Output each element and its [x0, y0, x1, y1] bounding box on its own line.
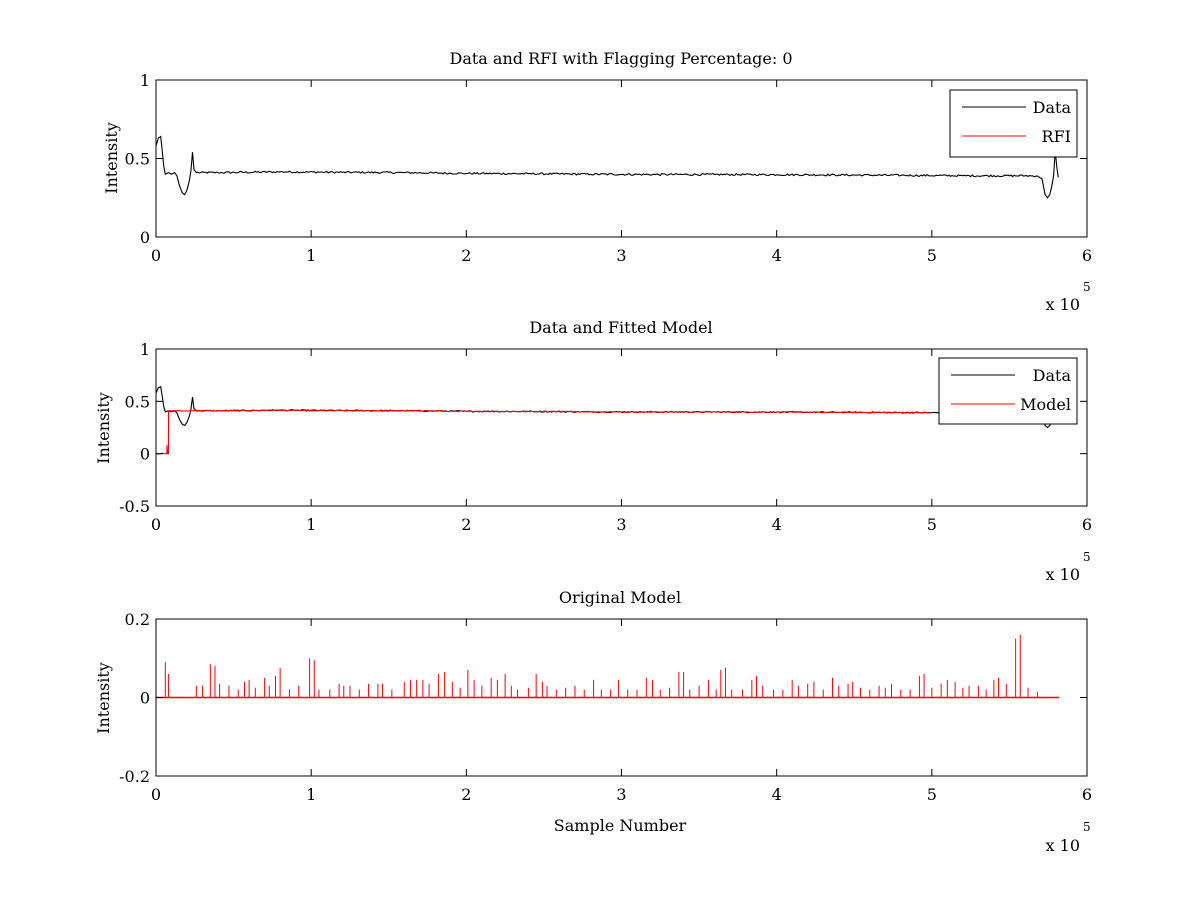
subplot-1: Data and RFI with Flagging Percentage: 0…	[102, 49, 1092, 314]
subplot-1-xtick-label: 3	[616, 246, 626, 265]
subplot-3-ytick-label: 0.2	[125, 610, 150, 629]
subplot-2-model-series	[156, 409, 932, 455]
subplot-2-ylabel: Intensity	[94, 392, 113, 464]
subplot-3-xtick-label: 1	[306, 785, 316, 804]
subplot-1-ytick-label: 0	[140, 228, 150, 247]
subplot-3-ytick-label: 0	[140, 689, 150, 708]
subplot-2: Data and Fitted Model Intensity x 10 5 0…	[94, 318, 1092, 584]
subplot-3-xtick-label: 6	[1082, 785, 1092, 804]
subplot-2-xtick-label: 5	[927, 515, 937, 534]
subplot-1-legend: Data RFI	[949, 89, 1078, 158]
subplot-2-legend-box	[938, 357, 1078, 425]
subplot-2-title: Data and Fitted Model	[529, 318, 712, 337]
subplot-1-xtick-label: 0	[151, 246, 161, 265]
subplot-2-legend-label-model: Model	[1020, 395, 1071, 414]
subplot-3-ytick-label: -0.2	[119, 767, 150, 786]
subplot-2-ytick-label: 1	[140, 340, 150, 359]
subplot-2-xtick-label: 4	[772, 515, 782, 534]
subplot-3-ylabel: Intensity	[94, 662, 113, 734]
subplot-1-title: Data and RFI with Flagging Percentage: 0	[449, 49, 792, 68]
subplot-2-legend-label-data: Data	[1033, 366, 1072, 385]
subplot-3-xtick-label: 3	[616, 785, 626, 804]
subplot-1-legend-box	[949, 89, 1078, 158]
subplot-1-legend-label-data: Data	[1033, 98, 1072, 117]
subplot-1-data-series	[156, 135, 1059, 199]
subplot-2-xtick-label: 6	[1082, 515, 1092, 534]
subplot-2-ytick-label: 0	[140, 445, 150, 464]
subplot-3-xtick-label: 0	[151, 785, 161, 804]
subplot-3-xmultiplier-base: x 10	[1046, 836, 1080, 855]
subplot-3-spike-series	[156, 634, 1060, 699]
subplot-3-xtick-label: 2	[461, 785, 471, 804]
subplot-3-xtick-label: 5	[927, 785, 937, 804]
subplot-3: Original Model Intensity Sample Number x…	[94, 588, 1092, 855]
subplot-2-xtick-label: 1	[306, 515, 316, 534]
subplot-1-ytick-label: 1	[140, 71, 150, 90]
subplot-2-plot-area	[156, 385, 1059, 455]
subplot-1-xtick-label: 1	[306, 246, 316, 265]
subplot-3-plot-area	[156, 634, 1060, 699]
subplot-2-ytick-label: 0.5	[125, 392, 150, 411]
subplot-1-ytick-label: 0.5	[125, 150, 150, 169]
subplot-1-xtick-label: 2	[461, 246, 471, 265]
subplot-2-xmultiplier-exponent: 5	[1083, 550, 1091, 564]
subplot-1-plot-area	[156, 135, 1059, 199]
subplot-2-ytick-label: -0.5	[119, 497, 150, 516]
subplot-1-xmultiplier-base: x 10	[1046, 295, 1080, 314]
subplot-1-xtick-label: 6	[1082, 246, 1092, 265]
subplot-3-xmultiplier-exponent: 5	[1083, 820, 1091, 834]
subplot-2-xtick-label: 3	[616, 515, 626, 534]
subplot-1-xtick-label: 4	[772, 246, 782, 265]
subplot-2-xmultiplier-base: x 10	[1046, 565, 1080, 584]
subplot-2-xtick-label: 2	[461, 515, 471, 534]
subplot-3-xlabel: Sample Number	[554, 816, 687, 835]
subplot-1-legend-label-rfi: RFI	[1042, 127, 1071, 146]
subplot-3-title: Original Model	[559, 588, 681, 607]
subplot-1-ylabel: Intensity	[102, 122, 121, 194]
subplot-2-legend: Data Model	[938, 357, 1078, 425]
subplot-1-xtick-label: 5	[927, 246, 937, 265]
subplot-3-xtick-label: 4	[772, 785, 782, 804]
subplot-1-xmultiplier-exponent: 5	[1083, 280, 1091, 294]
subplot-2-xtick-label: 0	[151, 515, 161, 534]
